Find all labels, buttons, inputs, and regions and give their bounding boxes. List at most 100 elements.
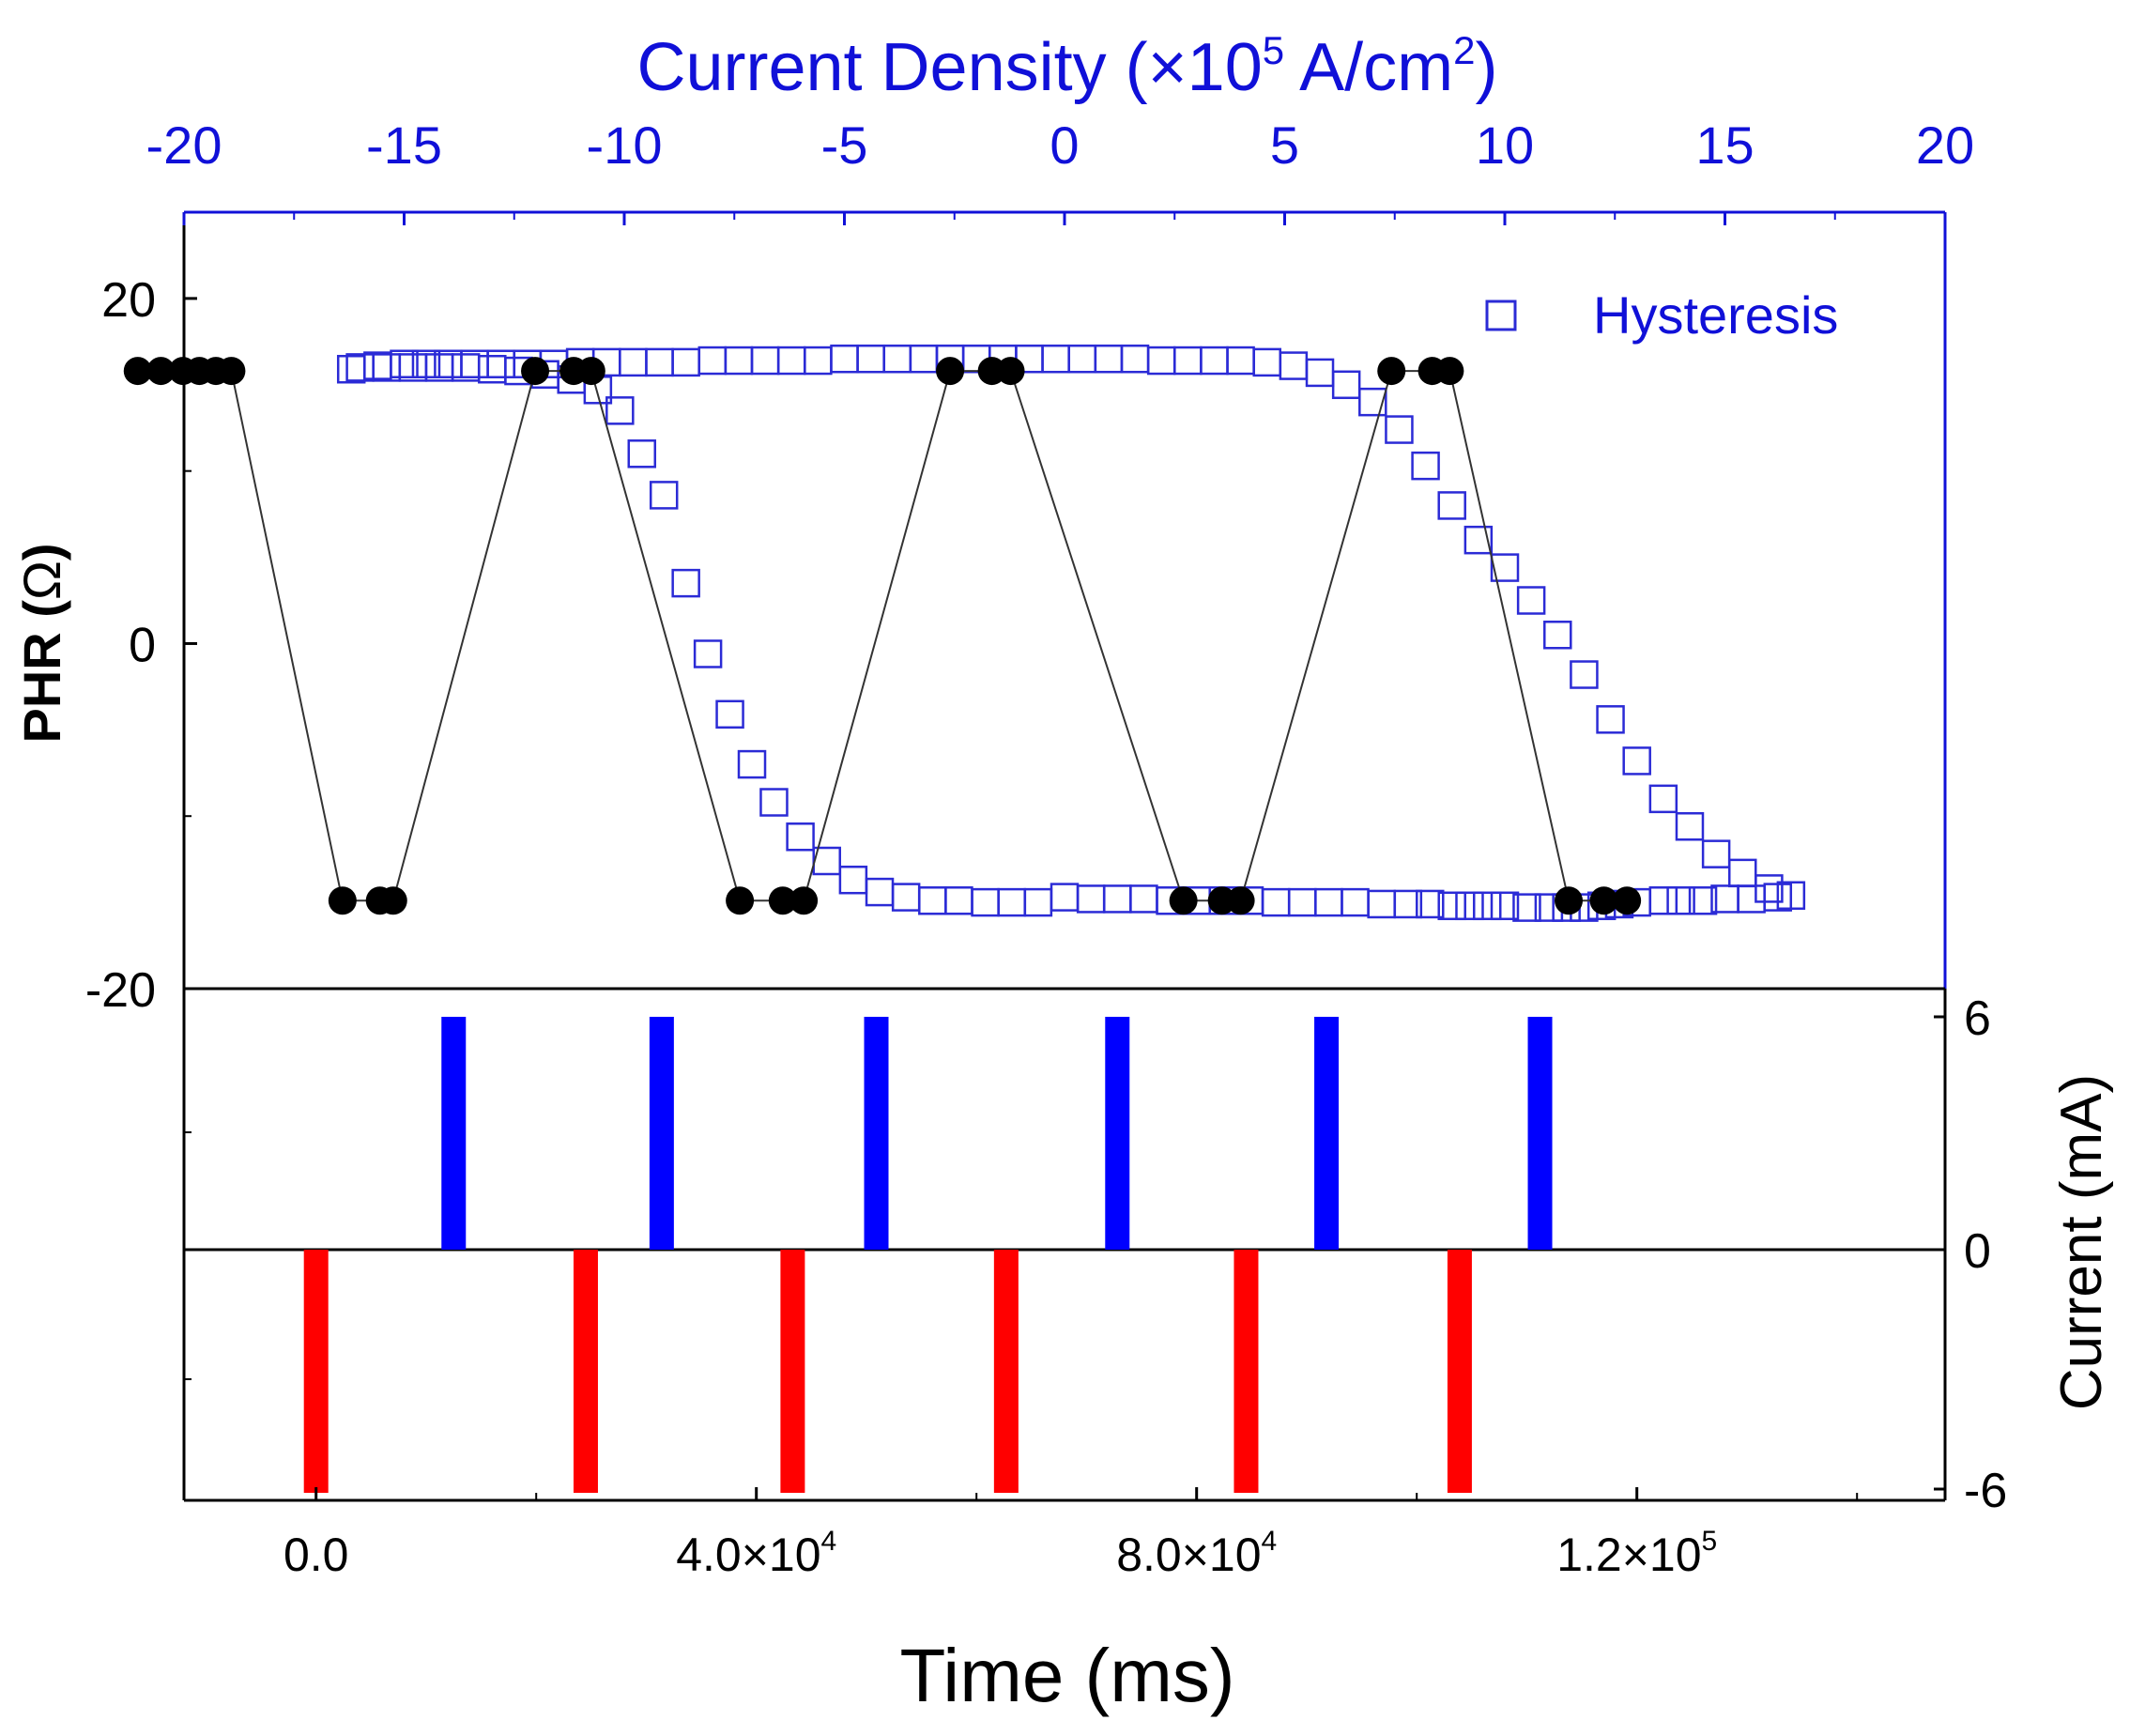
hysteresis-point	[759, 788, 789, 817]
negative-pulse-bar	[1234, 1250, 1259, 1493]
hysteresis-point	[1701, 839, 1731, 868]
hysteresis-point	[1261, 887, 1291, 917]
left-tick-label: 20	[101, 273, 156, 328]
hysteresis-point	[649, 481, 679, 510]
hysteresis-point	[627, 439, 657, 469]
hysteresis-point	[804, 346, 833, 376]
left-tick-label: 0	[129, 618, 156, 672]
legend-label: Hysteresis	[1593, 285, 1838, 345]
hysteresis-point	[363, 351, 392, 380]
hysteresis-point	[1490, 891, 1520, 921]
bottom-tick-label-exp: 4	[1262, 1526, 1278, 1557]
bottom-tick-label: 8.0×104	[1116, 1526, 1277, 1581]
hysteresis-point	[1516, 586, 1546, 615]
hysteresis-point	[486, 349, 515, 378]
hysteresis-point	[693, 639, 723, 668]
hysteresis-point	[909, 344, 939, 374]
plot-frame	[182, 210, 1947, 1502]
switching-point	[936, 357, 965, 386]
bottom-tick-label-base: 1.2×10	[1556, 1529, 1701, 1581]
switching-point	[768, 886, 797, 915]
positive-pulse-bar	[1527, 1017, 1553, 1250]
top-axis-title: Current Density (×105 A/cm2)	[636, 28, 1497, 105]
switching-point	[378, 886, 407, 915]
hysteresis-point	[1023, 887, 1053, 917]
top-tick-label: -15	[366, 115, 442, 175]
top-tick-label: 10	[1476, 115, 1534, 175]
top-axis-title-exp: 5	[1263, 28, 1284, 72]
hysteresis-point	[971, 887, 1000, 917]
positive-pulse-bar	[441, 1017, 467, 1250]
hysteresis-point	[1050, 883, 1080, 912]
hysteresis-point	[1596, 705, 1625, 734]
bottom-tick-label: 4.0×104	[676, 1526, 836, 1581]
switching-point	[1377, 357, 1406, 386]
hysteresis-point	[345, 353, 375, 382]
right-tick-label: 6	[1964, 991, 1991, 1046]
hysteresis-point	[944, 886, 973, 915]
hysteresis-point	[1076, 884, 1106, 914]
bottom-tick-label-base: 4.0×10	[676, 1529, 820, 1581]
hysteresis-point	[1437, 491, 1466, 520]
switching-point	[1555, 886, 1584, 915]
bottom-axis-title: Time (ms)	[900, 1634, 1235, 1717]
hysteresis-point	[1755, 874, 1784, 903]
switching-series	[123, 357, 1642, 915]
hysteresis-point	[1710, 884, 1739, 914]
hysteresis-point	[1067, 344, 1097, 374]
negative-pulse-bar	[993, 1250, 1019, 1493]
hysteresis-point	[1416, 889, 1445, 919]
top-axis-title-unit: A/cm	[1284, 30, 1453, 105]
hysteresis-point	[1103, 884, 1132, 914]
hysteresis-point	[1648, 886, 1678, 915]
hysteresis-point	[865, 877, 895, 907]
left-axis-title-omega: Ω	[12, 561, 71, 600]
hysteresis-point	[1472, 891, 1502, 921]
hysteresis-point	[776, 346, 806, 376]
hysteresis-point	[1314, 887, 1343, 917]
hysteresis-point	[1288, 887, 1317, 917]
top-axis-title-times: ×10	[1148, 30, 1263, 105]
switching-point	[146, 357, 176, 386]
hysteresis-point	[786, 822, 815, 852]
hysteresis-point	[1648, 784, 1678, 814]
hysteresis-point	[1728, 858, 1757, 888]
hysteresis-point	[619, 347, 648, 377]
hysteresis-point	[1367, 889, 1396, 919]
bottom-tick-label-exp: 4	[821, 1526, 837, 1557]
hysteresis-point	[1041, 344, 1070, 374]
hysteresis-point	[1622, 746, 1651, 776]
negative-pulse-bar	[1447, 1250, 1472, 1493]
switching-point	[1613, 886, 1642, 915]
positive-pulse-bar	[864, 1017, 889, 1250]
hysteresis-point	[697, 346, 728, 376]
left-axis-title-close: )	[12, 544, 71, 561]
bottom-tick-label-exp: 5	[1702, 1526, 1718, 1557]
left-axis-title: PHR (Ω)	[12, 544, 71, 744]
switching-point	[789, 886, 819, 915]
hysteresis-point	[918, 886, 947, 915]
switching-point	[996, 357, 1025, 386]
top-tick-label: -5	[821, 115, 868, 175]
hysteresis-point	[1129, 884, 1158, 914]
switching-point	[328, 886, 357, 915]
switching-point	[726, 886, 755, 915]
right-tick-label: -6	[1964, 1464, 2007, 1518]
negative-pulse-bar	[780, 1250, 805, 1493]
hysteresis-point	[812, 846, 841, 876]
positive-pulse-bar	[649, 1017, 674, 1250]
top-axis-title-suffix: )	[1476, 30, 1498, 105]
right-axis-title: Current (mA)	[2049, 1074, 2114, 1410]
switching-line	[137, 370, 1628, 902]
hysteresis-series	[336, 344, 1806, 922]
switching-point	[1435, 357, 1464, 386]
top-tick-label: 0	[1050, 115, 1079, 175]
top-tick-label: -10	[587, 115, 663, 175]
hysteresis-point	[1341, 887, 1370, 917]
hysteresis-point	[715, 699, 744, 730]
top-tick-label: 15	[1695, 115, 1754, 175]
left-axis-title-main: PHR (	[12, 600, 71, 744]
switching-point	[521, 357, 550, 386]
hysteresis-point	[645, 347, 674, 377]
hysteresis-point	[856, 344, 885, 374]
